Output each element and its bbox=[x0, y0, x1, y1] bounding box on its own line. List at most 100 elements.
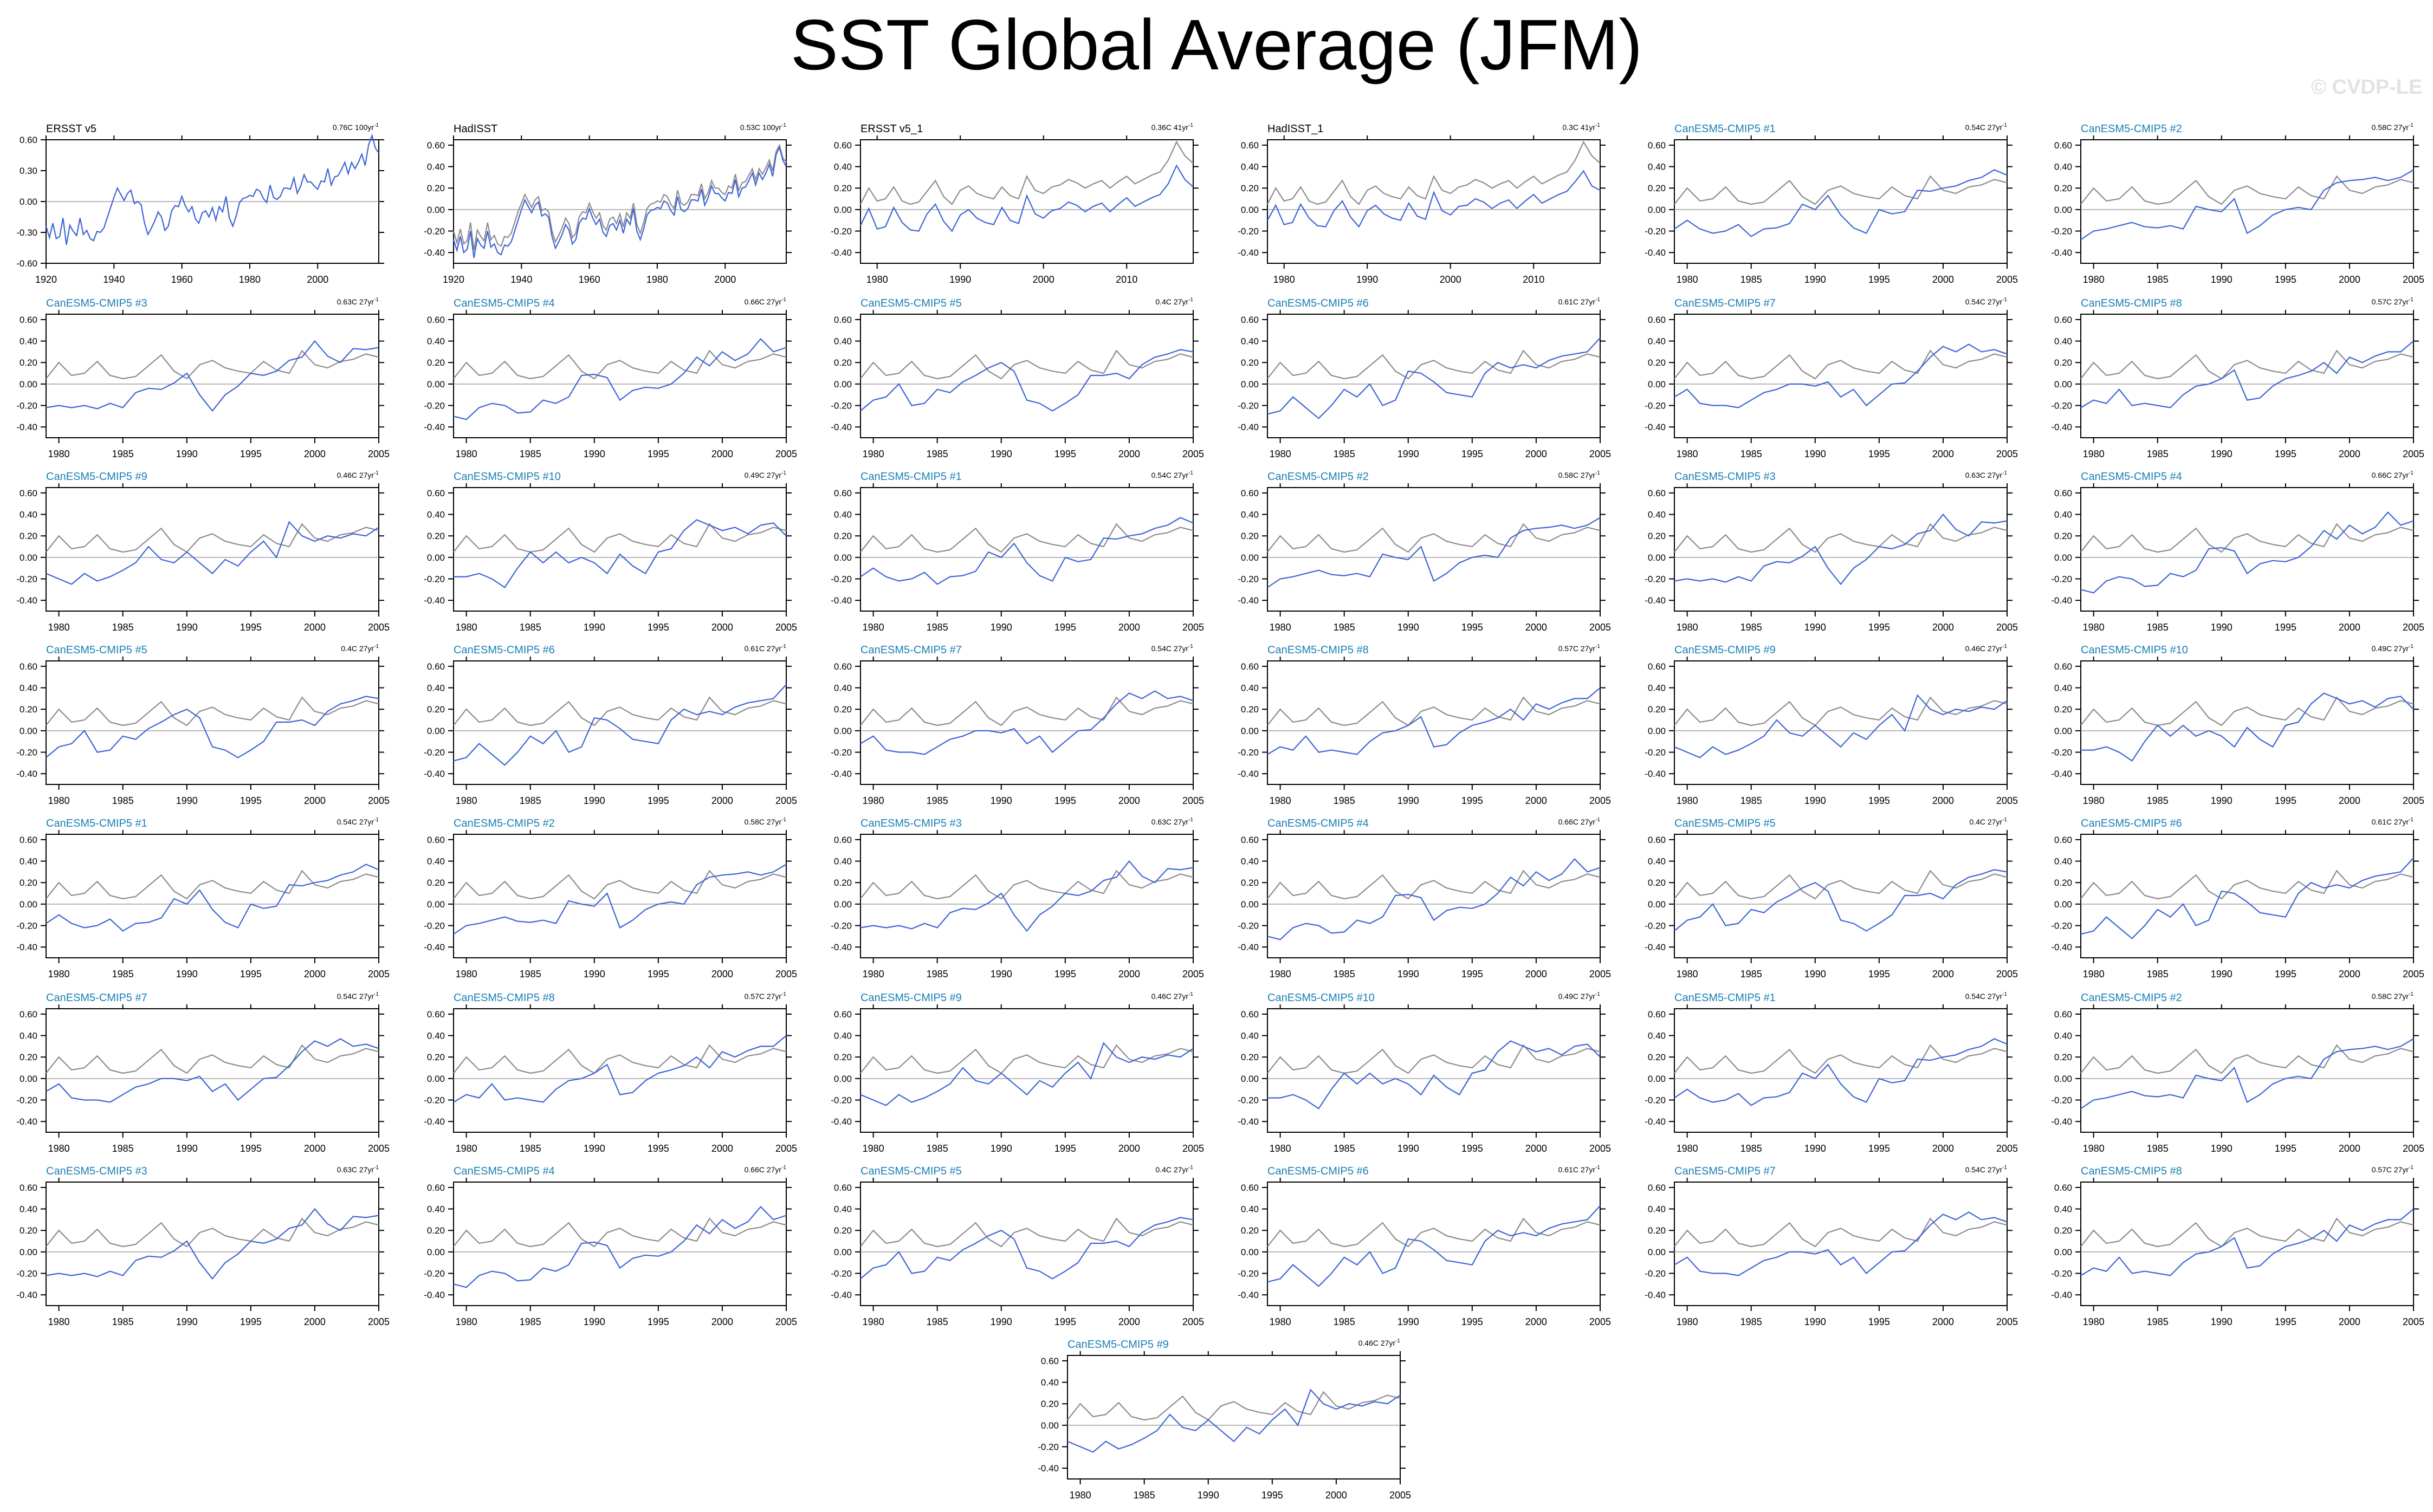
y-tick-label: 0.20 bbox=[2054, 531, 2072, 541]
panel-title: CanESM5-CMIP5 #5 bbox=[860, 1165, 962, 1177]
x-tick-label: 1995 bbox=[1868, 449, 1890, 459]
x-tick-label: 1985 bbox=[1740, 449, 1762, 459]
x-tick-label: 2005 bbox=[1996, 1143, 2018, 1154]
x-tick-label: 1980 bbox=[48, 622, 70, 633]
y-tick-label: 0.60 bbox=[427, 1009, 445, 1020]
x-tick-label: 1985 bbox=[520, 1316, 541, 1327]
x-tick-label: 1995 bbox=[1868, 795, 1890, 806]
x-tick-label: 1990 bbox=[176, 1143, 198, 1154]
x-tick-label: 1995 bbox=[1868, 622, 1890, 633]
x-tick-label: 1990 bbox=[584, 969, 605, 979]
x-tick-label: 1985 bbox=[1740, 969, 1762, 979]
y-tick-label: 0.20 bbox=[834, 1052, 852, 1062]
y-tick-label: 0.20 bbox=[2054, 358, 2072, 368]
y-tick-label: -0.20 bbox=[1645, 1095, 1666, 1106]
x-tick-label: 1980 bbox=[2083, 1316, 2105, 1327]
x-tick-label: 1995 bbox=[1261, 1490, 1283, 1501]
observed-series-line bbox=[453, 1217, 787, 1248]
x-tick-label: 1995 bbox=[1461, 795, 1483, 806]
model-series-line bbox=[860, 860, 1194, 932]
y-tick-label: -0.40 bbox=[831, 1290, 852, 1300]
plot-frame bbox=[1674, 314, 2008, 438]
trend-label: 0.66C 27yr-1 bbox=[745, 297, 787, 306]
x-tick-label: 1980 bbox=[646, 274, 668, 285]
y-tick-label: -0.20 bbox=[831, 1095, 852, 1106]
x-tick-label: 1985 bbox=[520, 969, 541, 979]
y-tick-label: 0.60 bbox=[2054, 661, 2072, 672]
x-tick-label: 2000 bbox=[711, 1316, 733, 1327]
y-tick-label: 0.60 bbox=[1648, 835, 1666, 845]
y-tick-label: -0.20 bbox=[1238, 1095, 1259, 1106]
y-tick-label: -0.20 bbox=[16, 1269, 37, 1279]
y-tick-label: -0.40 bbox=[1645, 1117, 1666, 1127]
x-tick-label: 1980 bbox=[2083, 622, 2105, 633]
x-tick-label: 1985 bbox=[927, 969, 948, 979]
trend-label: 0.63C 27yr-1 bbox=[337, 297, 379, 306]
model-series-line bbox=[1674, 169, 2008, 237]
plot-frame bbox=[46, 1008, 379, 1133]
panel-title: CanESM5-CMIP5 #2 bbox=[2081, 123, 2182, 135]
x-tick-label: 1980 bbox=[48, 1143, 70, 1154]
x-tick-label: 1995 bbox=[648, 795, 669, 806]
y-tick-label: 0.00 bbox=[1648, 553, 1666, 563]
y-tick-label: -0.40 bbox=[1645, 769, 1666, 779]
x-tick-label: 1990 bbox=[1397, 449, 1419, 459]
x-tick-label: 1985 bbox=[520, 449, 541, 459]
chart-panel: 0.60 0.40 0.20 0.00 -0.20 -0.40 1980 1985 1990 19… bbox=[2051, 297, 2424, 459]
x-tick-label: 1985 bbox=[2147, 969, 2169, 979]
x-tick-label: 2005 bbox=[1182, 795, 1204, 806]
y-tick-label: 0.20 bbox=[834, 1225, 852, 1236]
plot-frame bbox=[46, 1182, 379, 1306]
x-tick-label: 1985 bbox=[1740, 274, 1762, 285]
panel-title: CanESM5-CMIP5 #9 bbox=[1674, 644, 1776, 656]
y-tick-label: 0.40 bbox=[20, 510, 37, 520]
x-tick-label: 2000 bbox=[1932, 449, 1954, 459]
chart-panel: 0.60 0.40 0.20 0.00 -0.20 -0.40 1980 1985 1990 19… bbox=[16, 644, 390, 806]
observed-series-line bbox=[46, 1044, 379, 1074]
plot-frame bbox=[1674, 834, 2008, 958]
trend-label: 0.36C 41yr-1 bbox=[1151, 122, 1194, 132]
plot-frame bbox=[453, 834, 787, 958]
observed-series-line bbox=[1267, 349, 1601, 380]
trend-label: 0.66C 27yr-1 bbox=[2372, 470, 2414, 479]
x-tick-label: 1985 bbox=[520, 622, 541, 633]
y-tick-label: -0.20 bbox=[424, 401, 445, 411]
x-tick-label: 1995 bbox=[1868, 969, 1890, 979]
plot-frame bbox=[1267, 660, 1601, 785]
model-series-line bbox=[453, 1035, 787, 1103]
x-tick-label: 1990 bbox=[1804, 1316, 1826, 1327]
y-tick-label: -0.20 bbox=[16, 401, 37, 411]
y-tick-label: 0.40 bbox=[2054, 1031, 2072, 1041]
x-tick-label: 2000 bbox=[711, 1143, 733, 1154]
panel-title: CanESM5-CMIP5 #9 bbox=[1067, 1339, 1169, 1351]
trend-label: 0.49C 27yr-1 bbox=[2372, 644, 2414, 653]
y-tick-label: 0.40 bbox=[427, 510, 445, 520]
x-tick-label: 2000 bbox=[711, 969, 733, 979]
x-tick-label: 1980 bbox=[48, 1316, 70, 1327]
y-tick-label: 0.40 bbox=[427, 1204, 445, 1215]
y-tick-label: 0.00 bbox=[1241, 899, 1259, 910]
x-tick-label: 2005 bbox=[1589, 969, 1611, 979]
y-tick-label: 0.20 bbox=[427, 358, 445, 368]
y-tick-label: 0.40 bbox=[20, 683, 37, 693]
trend-label: 0.46C 27yr-1 bbox=[1965, 644, 2008, 653]
y-tick-label: 0.60 bbox=[427, 835, 445, 845]
x-tick-label: 1985 bbox=[927, 449, 948, 459]
y-tick-label: -0.40 bbox=[424, 769, 445, 779]
trend-label: 0.61C 27yr-1 bbox=[2372, 817, 2414, 826]
x-tick-label: 1985 bbox=[1334, 969, 1355, 979]
observed-series-line bbox=[453, 1044, 787, 1074]
model-series-line bbox=[452, 145, 787, 258]
x-tick-label: 2005 bbox=[1589, 449, 1611, 459]
chart-panel: 0.60 0.40 0.20 0.00 -0.20 -0.40 1980 1985 1990 19… bbox=[1238, 991, 1611, 1154]
y-tick-label: 0.40 bbox=[20, 1204, 37, 1215]
observed-series-line bbox=[453, 696, 787, 726]
chart-panel: 0.60 0.40 0.20 0.00 -0.20 -0.40 1980 1985 1990 19… bbox=[424, 1165, 797, 1327]
chart-panel: 0.60 0.40 0.20 0.00 -0.20 -0.40 1920 1940 1960 19… bbox=[424, 122, 792, 285]
chart-panel: 0.60 0.40 0.20 0.00 -0.20 -0.40 1980 1985 1990 19… bbox=[1238, 644, 1611, 806]
panel-title: CanESM5-CMIP5 #4 bbox=[454, 1165, 555, 1177]
y-tick-label: 0.60 bbox=[2054, 140, 2072, 151]
plot-frame bbox=[860, 660, 1194, 785]
x-tick-label: 1995 bbox=[240, 449, 262, 459]
observed-series-line bbox=[46, 696, 379, 726]
